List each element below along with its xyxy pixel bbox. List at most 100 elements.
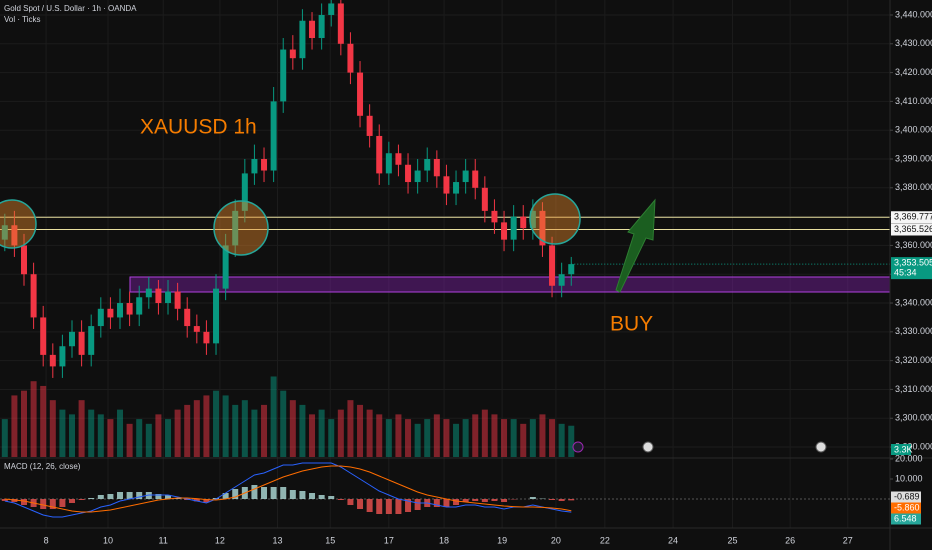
volume-pane	[1, 376, 575, 457]
y-tick-label: 3,320.000	[895, 355, 932, 365]
candle-body	[270, 101, 277, 171]
candle-body	[261, 159, 268, 171]
volume-bar	[232, 404, 239, 457]
candle-body	[107, 308, 114, 318]
candle-body	[155, 288, 162, 304]
volume-bar	[443, 419, 450, 457]
macd-histogram-bar	[136, 492, 143, 499]
volume-bar	[88, 409, 95, 457]
volume-bar	[510, 419, 517, 457]
macd-histogram-bar	[309, 493, 316, 499]
macd-histogram-bar	[165, 495, 172, 499]
candle-body	[193, 326, 200, 332]
candle-body	[280, 49, 287, 102]
candle-body	[289, 49, 296, 59]
volume-bar	[145, 423, 152, 457]
candle-body	[366, 115, 373, 136]
macd-label-box	[891, 502, 921, 514]
volume-bar	[481, 409, 488, 457]
icon[interactable]	[815, 441, 827, 453]
volume-bar	[520, 423, 527, 457]
macd-histogram-bar	[347, 499, 354, 505]
candle-body	[395, 153, 402, 165]
macd-histogram-bar	[337, 499, 344, 500]
volume-bar	[261, 404, 268, 457]
volume-bar	[558, 423, 565, 457]
macd-histogram-bar	[97, 495, 104, 499]
countdown: 45:34	[894, 268, 917, 278]
y-tick-label: 3,360.000	[895, 240, 932, 250]
candle-body	[501, 222, 508, 240]
volume-bar	[529, 419, 536, 457]
macd-histogram-bar	[88, 498, 95, 499]
icon[interactable]	[642, 441, 654, 453]
macd-histogram-bar	[405, 499, 412, 512]
volume-bar	[49, 400, 56, 457]
candle-body	[88, 326, 95, 355]
price-label: 3,369.777	[894, 212, 932, 222]
candle-body	[328, 3, 335, 15]
candle-body	[49, 354, 56, 367]
macd-histogram-bar	[49, 499, 56, 509]
macd-histogram-bar	[318, 495, 325, 499]
symbol-title: Gold Spot / U.S. Dollar · 1h · OANDA	[4, 4, 137, 13]
price-label-box	[891, 223, 932, 236]
volume-bar	[107, 419, 114, 457]
volume-bar	[549, 419, 556, 457]
candle-body	[491, 210, 498, 223]
volume-bar	[59, 409, 66, 457]
macd-histogram-bar	[222, 493, 229, 499]
x-tick-label: 19	[497, 535, 507, 545]
volume-bar	[270, 376, 277, 457]
y-tick-label: 3,290.000	[895, 441, 932, 451]
price-label-box	[891, 211, 932, 224]
volume-bar	[11, 395, 18, 457]
candle-body	[165, 291, 172, 304]
macd-histogram-bar	[117, 492, 124, 499]
candle-body	[385, 153, 392, 174]
x-tick-label: 12	[215, 535, 225, 545]
y-tick-label: 3,410.000	[895, 96, 932, 106]
candle-body	[347, 43, 354, 73]
annotation: XAUUSD 1h	[140, 116, 257, 139]
candle-body	[117, 303, 124, 318]
volume-label-box	[891, 444, 911, 455]
x-tick-label: 27	[843, 535, 853, 545]
volume-bar	[213, 390, 220, 457]
macd-macd	[4, 462, 572, 518]
x-tick-label: 25	[728, 535, 738, 545]
candle-body	[59, 346, 66, 367]
macd-histogram-bar	[155, 494, 162, 499]
volume-bar	[203, 395, 210, 457]
volume-bar	[309, 414, 316, 457]
volume-bar	[318, 409, 325, 457]
macd-histogram-bar	[21, 499, 28, 505]
x-tick-label: 17	[384, 535, 394, 545]
candle-body	[520, 216, 527, 229]
volume-bar	[30, 381, 37, 457]
volume-bar	[568, 425, 575, 457]
volume-bar	[357, 404, 364, 457]
macd-histogram-bar	[280, 487, 287, 499]
macd-label-box	[891, 513, 921, 525]
macd-histogram-bar	[501, 499, 508, 502]
candle-body	[145, 288, 152, 298]
price-label: 3,353.505	[894, 258, 932, 268]
y-tick-label: 3,300.000	[895, 413, 932, 423]
macd-histogram-bar	[529, 497, 536, 499]
candle-body	[337, 3, 344, 44]
candle-body	[299, 20, 306, 59]
icon[interactable]	[572, 441, 584, 453]
candle-body	[453, 182, 460, 194]
macd-tick-label: 20.000	[895, 453, 923, 463]
volume-bar	[126, 423, 133, 457]
candle-body	[69, 331, 76, 347]
macd-histogram-bar	[107, 494, 114, 499]
y-tick-label: 3,420.000	[895, 67, 932, 77]
x-tick-label: 10	[103, 535, 113, 545]
price-label: 3,365.526	[894, 224, 932, 234]
candle-body	[136, 297, 143, 315]
macd-histogram-bar	[481, 499, 488, 502]
candle-body	[472, 170, 479, 188]
